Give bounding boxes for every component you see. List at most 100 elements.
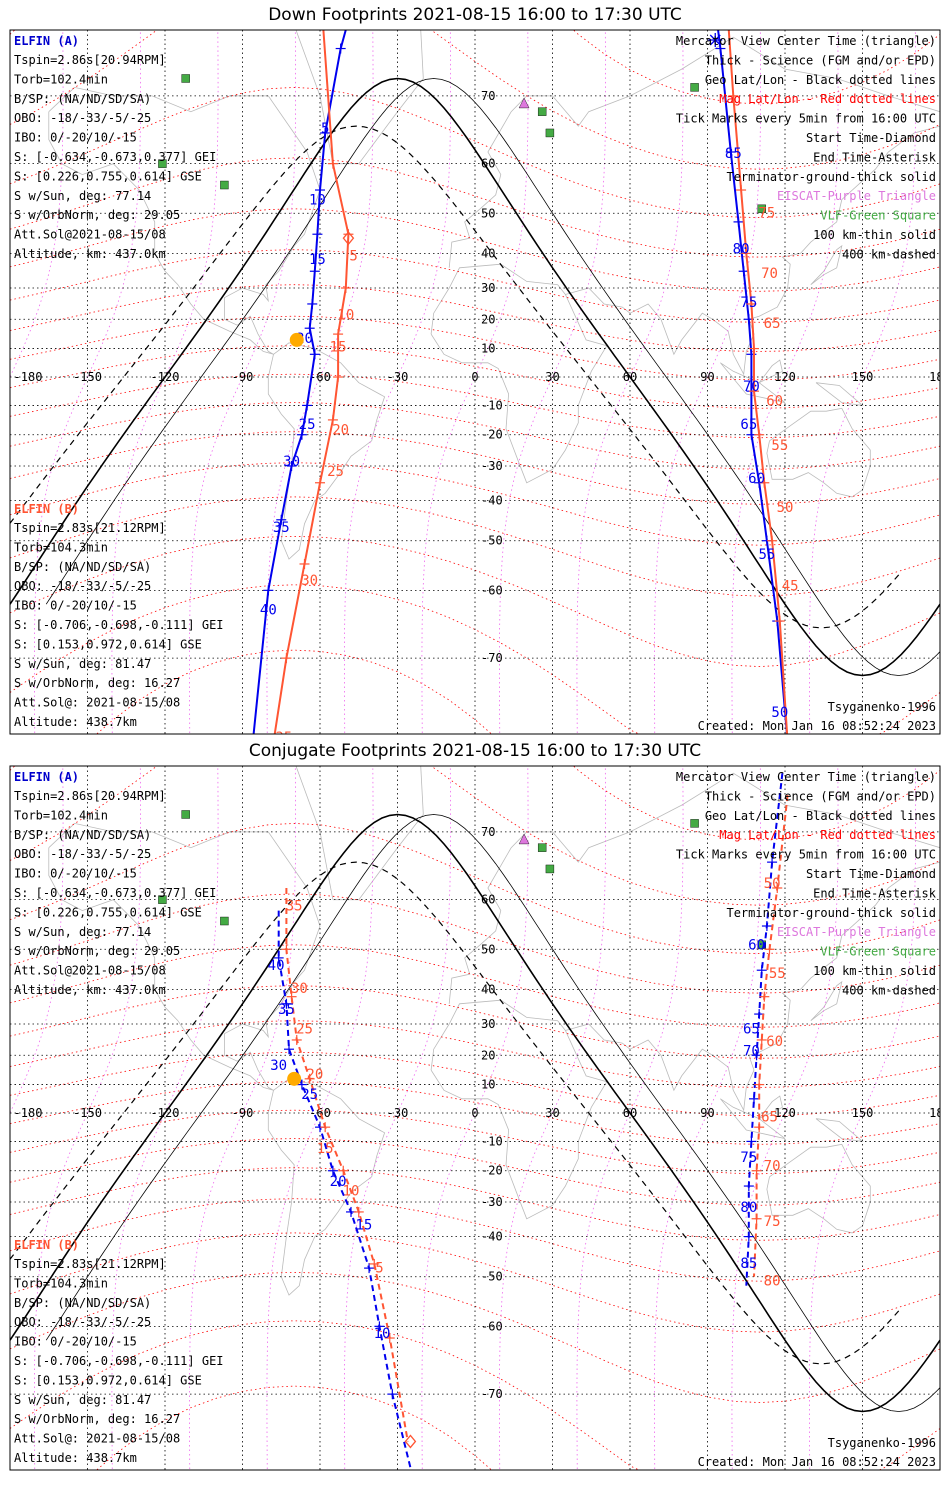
- subsolar-point: [289, 332, 304, 347]
- elfin-b-line-10: Altitude: 438.7km: [14, 1451, 137, 1465]
- legend-line-1: Thick - Science (FGM and/or EPD): [705, 789, 936, 803]
- legend-line-8: EISCAT-Purple Triangle: [777, 189, 936, 203]
- panel1-title: Down Footprints 2021-08-15 16:00 to 17:3…: [268, 5, 682, 25]
- elfin-a-line-9: Att.Sol@2021-08-15/08: [14, 964, 166, 978]
- elfin-a-line-5: S: [-0.634,-0.673,0.377] GEI: [14, 886, 216, 900]
- lat-tick-label--60: -60: [481, 583, 503, 597]
- lat-tick-label-30: 30: [481, 281, 495, 295]
- coastline-6: [295, 766, 424, 901]
- lat-tick-label-60: 60: [481, 157, 495, 171]
- track-a-time-label-20-4: 20: [330, 1174, 347, 1190]
- coastline-0: [48, 86, 321, 355]
- track-b-segment-1: [727, 30, 789, 734]
- legend-line-4: Tick Marks every 5min from 16:00 UTC: [676, 112, 936, 126]
- elfin-b-line-9: Att.Sol@: 2021-08-15/08: [14, 1432, 180, 1446]
- terminator-400km: [10, 861, 900, 1365]
- mag-lon-line: [10, 766, 64, 1114]
- eiscat-triangle-2: [527, 742, 537, 752]
- track-b-time-label-25-2: 25: [296, 1022, 313, 1038]
- elfin-a-line-2: B/SP: (NA/ND/SD/SA): [14, 92, 151, 106]
- created-label: Created: Mon Jan 16 08:52:24 2023: [698, 719, 936, 733]
- legend-line-0: Mercator View Center Time (triangle): [676, 34, 936, 48]
- mag-lon-line: [188, 766, 297, 1470]
- elfin-a-line-7: S w/Sun, deg: 77.14: [14, 925, 151, 939]
- track-a-time-label-80-9: 80: [733, 241, 750, 257]
- lon-tick-label-180: 180: [929, 370, 950, 384]
- lon-tick-label--150: -150: [73, 370, 102, 384]
- track-a-time-label-40-7: 40: [260, 602, 277, 618]
- elfin-b-line-4: IBO: 0/-20/10/-15: [14, 1335, 137, 1349]
- track-b-time-label-5-6: 5: [375, 1260, 383, 1276]
- lat-tick-label--70: -70: [481, 651, 503, 665]
- terminator-ground: [10, 77, 940, 677]
- vlf-square-4: [545, 864, 555, 874]
- mag-lon-line: [576, 766, 684, 1470]
- mag-lon-line: [421, 30, 529, 734]
- elfin-a-line-10: Altitude, km: 437.0km: [14, 247, 166, 261]
- track-b-time-label-15-2: 15: [330, 339, 347, 355]
- mag-lat-line: [10, 1081, 940, 1145]
- track-b-time-label-75-12: 75: [764, 1214, 781, 1230]
- lat-tick-label--10: -10: [481, 1134, 503, 1148]
- lat-tick-label-60: 60: [481, 893, 495, 907]
- track-b-time-label-65-10: 65: [764, 316, 781, 332]
- track-b-time-label-50-13: 50: [777, 500, 794, 516]
- legend-line-2: Geo Lat/Lon - Black dotted lines: [705, 73, 936, 87]
- elfin-a-name: ELFIN (A): [14, 34, 79, 48]
- lon-tick-label--30: -30: [387, 370, 409, 384]
- mag-lat-line: [10, 345, 940, 409]
- map-area-1: -180 -150 -120 -90 -60 -30 0 30 60 90 120 150 180 70 6…: [10, 0, 950, 746]
- legend-line-4: Tick Marks every 5min from 16:00 UTC: [676, 848, 936, 862]
- elfin-b-name: ELFIN (B): [14, 1238, 79, 1252]
- elfin-b-line-1: Torb=104.3min: [14, 1276, 108, 1290]
- elfin-b-line-8: S w/OrbNorm, deg: 16.27: [14, 676, 180, 690]
- terminator-100km: [45, 814, 940, 1412]
- track-a-time-label-60-13: 60: [748, 471, 765, 487]
- track-a-time-label-30-5: 30: [283, 454, 300, 470]
- track-a-time-label-40-0: 40: [268, 958, 285, 974]
- lon-tick-label-60: 60: [623, 1106, 637, 1120]
- created-label: Created: Mon Jan 16 08:52:24 2023: [698, 1455, 936, 1469]
- elfin-b-line-0: Tspin=2.83s[21.12RPM]: [14, 521, 166, 535]
- lat-tick-label-70: 70: [481, 89, 495, 103]
- lon-tick-label-0: 0: [471, 1106, 478, 1120]
- track-a-time-label-70-10: 70: [743, 1043, 760, 1059]
- track-b-time-label-80-7: 80: [748, 0, 765, 16]
- track-b-time-label-35-6: 35: [275, 730, 292, 746]
- track-b-time-label-60-11: 60: [766, 393, 783, 409]
- elfin-b-line-7: S w/Sun, deg: 81.47: [14, 657, 151, 671]
- legend-line-6: End Time-Asterisk: [813, 886, 937, 900]
- track-b-time-label-65-10: 65: [761, 1109, 778, 1125]
- lon-tick-label-60: 60: [623, 370, 637, 384]
- lat-tick-label-50: 50: [481, 942, 495, 956]
- track-a-time-label-10-1: 10: [309, 192, 326, 208]
- mag-lon-line: [421, 766, 529, 1470]
- mag-lat-line: [10, 284, 940, 352]
- lat-tick-label-10: 10: [481, 1078, 495, 1092]
- vlf-square-3: [537, 107, 547, 116]
- mag-lon-line: [266, 30, 374, 734]
- elfin-a-line-0: Tspin=2.86s[20.94RPM]: [14, 53, 166, 67]
- track-b-time-label-60-9: 60: [766, 1034, 783, 1050]
- track-b-time-label-25-4: 25: [327, 464, 344, 480]
- start-diamond: [342, 231, 355, 246]
- elfin-a-line-7: S w/Sun, deg: 77.14: [14, 189, 151, 203]
- eiscat-triangle-1: [518, 97, 530, 109]
- lat-tick-label--10: -10: [481, 398, 503, 412]
- lat-tick-label--40: -40: [481, 1230, 503, 1244]
- legend-line-1: Thick - Science (FGM and/or EPD): [705, 53, 936, 67]
- elfin-b-line-5: S: [-0.706,-0.698,-0.111] GEI: [14, 618, 224, 632]
- lat-tick-label-20: 20: [481, 1048, 495, 1062]
- track-a-time-label-85-8: 85: [725, 146, 742, 162]
- mag-lat-line: [10, 1198, 940, 1282]
- coastline-10: [815, 1118, 864, 1142]
- track-a-time-label-85-7: 85: [740, 1256, 757, 1272]
- coastline-3: [430, 263, 608, 484]
- mag-lat-line: [10, 373, 940, 439]
- track-b-time-label-55-8: 55: [769, 966, 786, 982]
- lon-tick-label--90: -90: [232, 1106, 254, 1120]
- track-a-segment-0: [252, 30, 347, 734]
- lon-tick-label--60: -60: [309, 370, 331, 384]
- elfin-b-line-9: Att.Sol@: 2021-08-15/08: [14, 696, 180, 710]
